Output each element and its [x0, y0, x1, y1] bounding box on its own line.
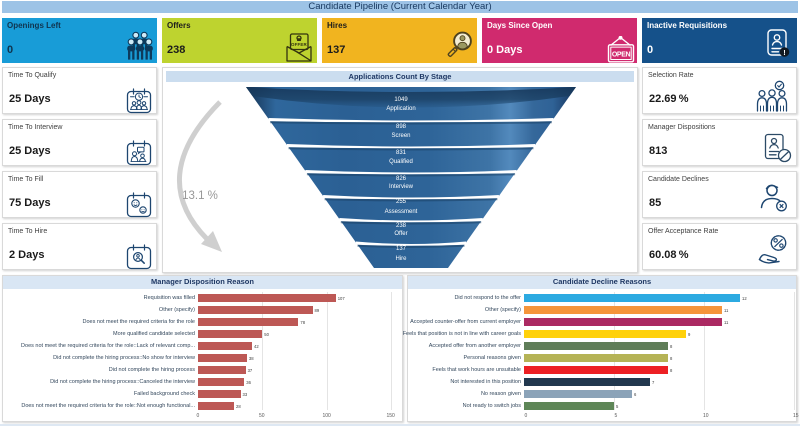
svg-text:OFFER: OFFER: [291, 42, 308, 47]
svg-text:!: !: [783, 48, 786, 57]
svg-text:OPEN: OPEN: [612, 51, 631, 58]
svg-text:13.1 %: 13.1 %: [182, 190, 218, 202]
